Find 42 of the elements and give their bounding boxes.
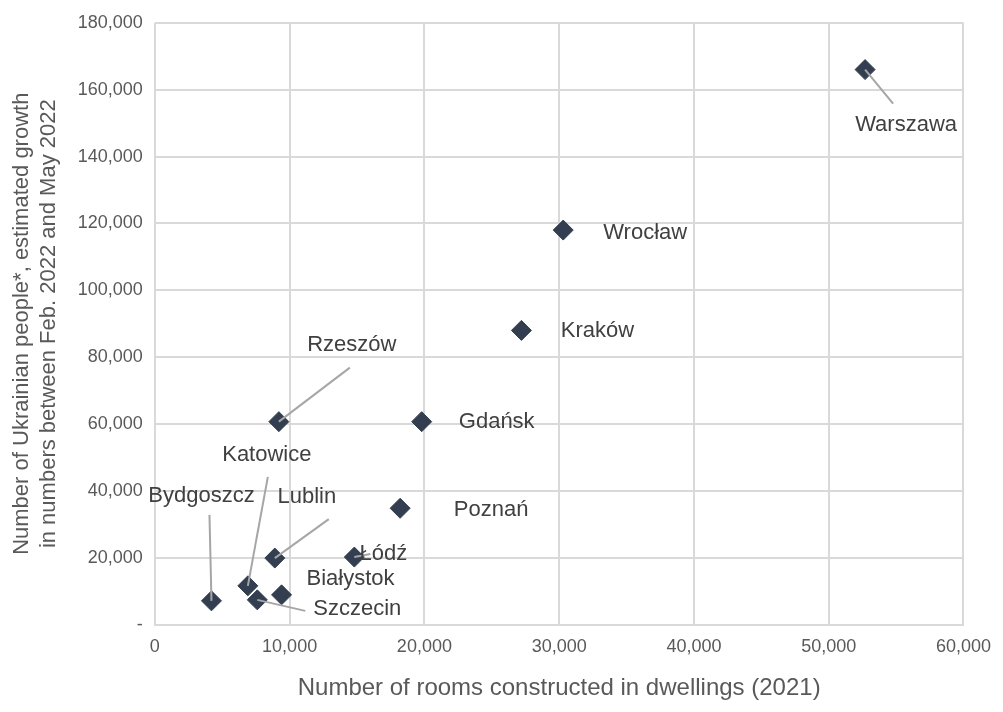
annotation: Szczecin xyxy=(313,594,402,620)
annotation: Kraków xyxy=(560,317,635,343)
annotation: Rzeszów xyxy=(307,330,397,356)
y-tick-label: 140,000 xyxy=(77,145,143,166)
x-tick-label: 40,000 xyxy=(666,636,722,657)
y-tick-label: 180,000 xyxy=(77,11,143,32)
y-tick-label: 120,000 xyxy=(77,212,143,233)
point xyxy=(264,547,286,569)
point xyxy=(510,319,532,341)
annotation: Lublin xyxy=(277,483,337,509)
annotation: Gdańsk xyxy=(458,407,536,433)
point xyxy=(237,575,259,597)
y-tick-label: 160,000 xyxy=(77,78,143,99)
y-tick-label: - xyxy=(136,613,143,634)
point xyxy=(411,411,433,433)
annotation: Białystok xyxy=(306,564,396,590)
annotation: Wrocław xyxy=(603,219,688,245)
point xyxy=(268,411,290,433)
y-axis-title: Number of Ukrainian people*, estimated growth in numbers between Feb. 2022 and May 2022 xyxy=(8,92,60,555)
point xyxy=(200,590,222,612)
point xyxy=(246,589,268,611)
annotation: Łódź xyxy=(359,540,408,566)
x-tick-label: 60,000 xyxy=(935,636,991,657)
annotation: Katowice xyxy=(222,440,312,466)
annotation: Poznań xyxy=(453,496,529,522)
x-tick-label: 0 xyxy=(149,636,160,657)
y-tick-label: 100,000 xyxy=(77,279,143,300)
y-tick-label: 40,000 xyxy=(87,479,143,500)
annotation: Bydgoszcz xyxy=(148,481,255,507)
x-axis-title: Number of rooms constructed in dwellings (2021) xyxy=(297,673,821,701)
point xyxy=(854,59,876,81)
y-tick-label: 80,000 xyxy=(87,346,143,367)
x-tick-label: 30,000 xyxy=(531,636,587,657)
annotation: Warszawa xyxy=(855,110,958,136)
point xyxy=(271,584,293,606)
x-tick-label: 10,000 xyxy=(262,636,318,657)
point xyxy=(552,219,574,241)
x-tick-label: 50,000 xyxy=(801,636,857,657)
y-tick-label: 60,000 xyxy=(87,412,143,433)
y-tick-label: 20,000 xyxy=(87,546,143,567)
x-tick-label: 20,000 xyxy=(396,636,452,657)
point xyxy=(389,497,411,519)
